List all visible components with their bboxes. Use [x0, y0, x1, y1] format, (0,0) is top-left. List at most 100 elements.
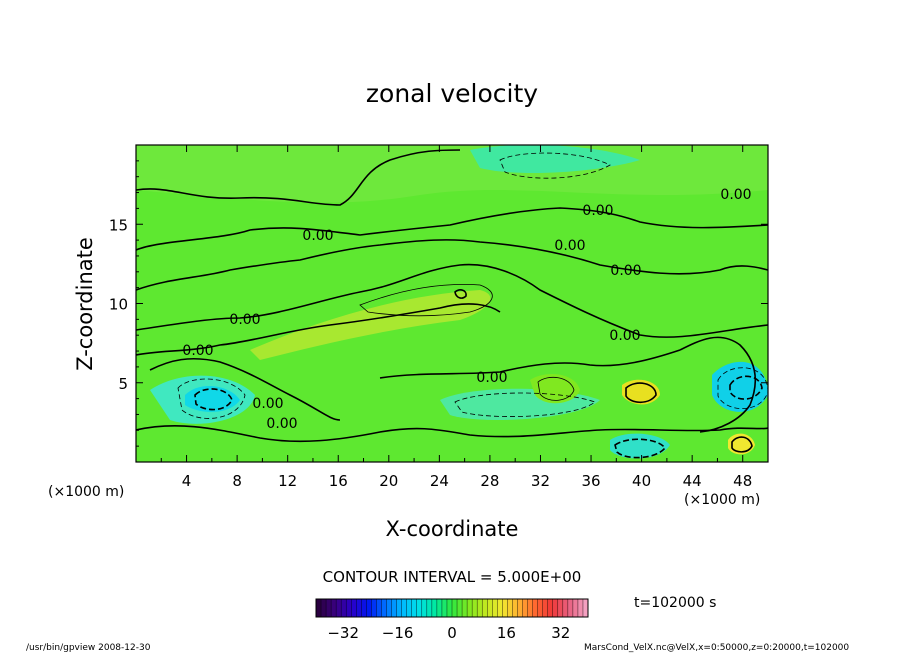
colorbar-tick-label-4: 32 [551, 624, 570, 642]
colorbar-cell [537, 599, 544, 617]
colorbar [315, 598, 589, 618]
colorbar-cell [582, 599, 589, 617]
colorbar-cell [361, 599, 367, 617]
colorbar-cell [371, 599, 377, 617]
y-axis-label: Z-coordinate [73, 237, 97, 371]
y-axis: 5 10 15 [109, 160, 768, 447]
shade-jet-yellowgreen [250, 290, 491, 360]
contour-label-7: 0.00 [476, 370, 507, 386]
x-tick-label-8: 36 [581, 472, 600, 490]
contour-pos-yellow-40 [625, 382, 657, 404]
colorbar-cell [366, 599, 372, 617]
colorbar-cell [416, 599, 423, 617]
colorbar-cell [577, 599, 584, 617]
colorbar-cell [356, 599, 362, 617]
colorbar-cell [477, 599, 483, 617]
colorbar-cell [487, 599, 493, 617]
colorbar-cell [462, 599, 468, 617]
x-axis: 4 8 12 16 20 24 28 32 36 40 44 48 [160, 145, 752, 490]
x-axis-unit-right: (×1000 m) [684, 492, 760, 508]
colorbar-cell [391, 599, 398, 617]
colorbar-cell [517, 599, 524, 617]
colorbar-tick-label-0: −32 [327, 624, 359, 642]
contour-label-5: 0.00 [609, 328, 640, 344]
contour-lines [136, 149, 768, 459]
y-tick-label-1: 10 [109, 296, 128, 314]
colorbar-cell [522, 599, 529, 617]
colorbar-cell [532, 599, 539, 617]
x-tick-label-10: 44 [683, 472, 702, 490]
x-tick-label-2: 12 [278, 472, 297, 490]
colorbar-cell [547, 599, 554, 617]
x-tick-label-4: 20 [379, 472, 398, 490]
x-tick-label-0: 4 [182, 472, 192, 490]
colorbar-cell [472, 599, 478, 617]
contour-zero-mid2 [136, 263, 768, 338]
colorbar-cell [351, 599, 357, 617]
colorbar-cell [396, 599, 403, 617]
colorbar-cell [562, 599, 569, 617]
x-tick-label-9: 40 [632, 472, 651, 490]
x-tick-label-3: 16 [329, 472, 348, 490]
y-tick-label-0: 5 [118, 375, 128, 393]
colorbar-cell [452, 599, 458, 617]
x-tick-label-1: 8 [232, 472, 242, 490]
shade-bottom-cyan [610, 433, 670, 459]
colorbar-cell [527, 599, 534, 617]
contour-interval: CONTOUR INTERVAL = 5.000E+00 [323, 568, 582, 586]
contour-neg-right-inner [729, 375, 763, 400]
colorbar-frame [315, 598, 589, 618]
x-axis-unit: (×1000 m) [48, 484, 124, 500]
colorbar-cell [336, 599, 342, 617]
contour-zero-mid3 [136, 303, 501, 356]
colorbar-cell [557, 599, 564, 617]
contour-zero-upper [136, 149, 461, 206]
contour-zero-low2 [379, 349, 681, 379]
colorbar-cell [431, 599, 438, 617]
contour-pos-jet [359, 283, 493, 317]
colorbar-cell [446, 599, 453, 617]
contour-label-9: 0.00 [266, 416, 297, 432]
colorbar-cell [411, 599, 418, 617]
contour-zero-mid1 [136, 239, 768, 291]
colorbar-cell [326, 599, 332, 617]
contour-label-1: 0.00 [582, 203, 613, 219]
colorbar-cell [542, 599, 549, 617]
colorbar-cell [421, 599, 428, 617]
colorbar-cell [482, 599, 488, 617]
colorbar-ticks: −32 −16 0 16 32 [327, 624, 570, 642]
colorbar-cell [552, 599, 559, 617]
colorbar-cell [426, 599, 433, 617]
contour-label-3: 0.00 [610, 263, 641, 279]
colorbar-cell [316, 599, 322, 617]
colorbar-tick-label-2: 0 [447, 624, 457, 642]
shade-top-cyan [470, 145, 640, 174]
colorbar-cell [401, 599, 408, 617]
contour-label-8: 0.00 [252, 396, 283, 412]
contour-label-6: 0.00 [182, 343, 213, 359]
colorbar-cell [492, 599, 498, 617]
contour-neg-right-outer [717, 367, 768, 409]
shade-right-cyan [712, 361, 768, 412]
y-tick-label-2: 15 [109, 216, 128, 234]
contour-zero-bottom [136, 425, 768, 443]
x-tick-label-11: 48 [733, 472, 752, 490]
colorbar-cell [406, 599, 413, 617]
contour-label-2: 0.00 [720, 187, 751, 203]
footer-left: /usr/bin/gpview 2008-12-30 [26, 643, 151, 653]
colorbar-cell [512, 599, 518, 617]
chart-title: zonal velocity [366, 79, 538, 108]
contour-zero-right [679, 336, 756, 433]
contour-pos-yellow-48 [731, 436, 753, 453]
colorbar-cell [376, 599, 382, 617]
x-axis-label: X-coordinate [386, 517, 519, 541]
colorbar-cell [497, 599, 503, 617]
colorbar-cell [386, 599, 393, 617]
colorbar-cell [436, 599, 443, 617]
colorbar-cell [441, 599, 448, 617]
colorbar-cell [381, 599, 388, 617]
plot-area: 0.00 0.00 0.00 0.00 0.00 0.00 0.00 0.00 0.00 0.00… [136, 145, 768, 462]
contour-zero-low1 [149, 357, 341, 421]
colorbar-cell [467, 599, 473, 617]
x-tick-label-6: 28 [480, 472, 499, 490]
